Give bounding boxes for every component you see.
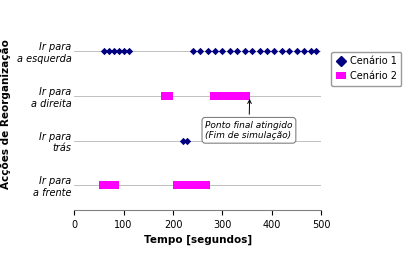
Point <box>204 49 211 54</box>
Point <box>190 49 196 54</box>
Point <box>120 49 127 54</box>
Point <box>264 49 270 54</box>
Point <box>197 49 204 54</box>
Point <box>286 49 293 54</box>
Point <box>271 49 278 54</box>
Point <box>110 49 117 54</box>
Point <box>184 139 190 143</box>
Point <box>219 49 226 54</box>
Bar <box>173 181 210 189</box>
Y-axis label: Acções de Reorganização: Acções de Reorganização <box>1 39 11 189</box>
X-axis label: Tempo [segundos]: Tempo [segundos] <box>144 235 252 246</box>
Point <box>241 49 248 54</box>
Point <box>227 49 233 54</box>
Point <box>313 49 320 54</box>
Bar <box>161 92 173 100</box>
Point <box>105 49 112 54</box>
Bar <box>210 92 250 100</box>
Point <box>101 49 107 54</box>
Point <box>249 49 255 54</box>
Point <box>115 49 122 54</box>
Text: Ponto final atingido
(Fim de simulação): Ponto final atingido (Fim de simulação) <box>205 100 293 140</box>
Point <box>301 49 307 54</box>
Point <box>279 49 285 54</box>
Point <box>234 49 241 54</box>
Point <box>212 49 218 54</box>
Point <box>293 49 300 54</box>
Bar <box>99 181 119 189</box>
Point <box>256 49 263 54</box>
Point <box>125 49 132 54</box>
Point <box>180 139 186 143</box>
Legend: Cenário 1, Cenário 2: Cenário 1, Cenário 2 <box>331 51 402 86</box>
Point <box>308 49 315 54</box>
